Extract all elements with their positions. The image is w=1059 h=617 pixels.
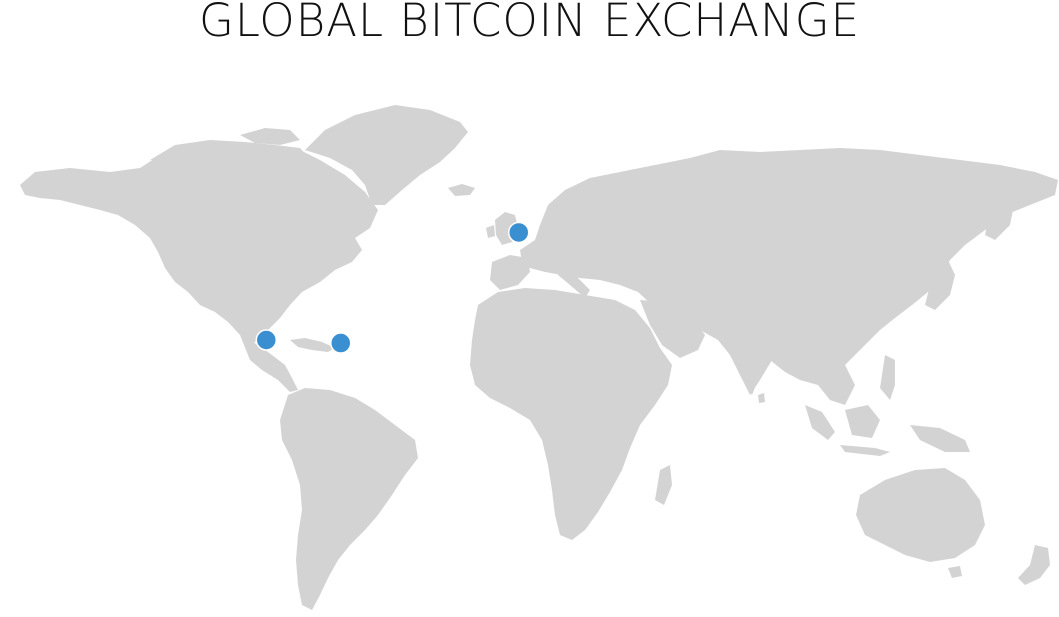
iberia: [490, 255, 530, 290]
iceland: [448, 184, 475, 196]
southeast-asia: [805, 355, 855, 405]
africa-landmass: [470, 288, 672, 540]
central-america-landmass: [240, 335, 298, 392]
java: [840, 445, 890, 456]
indian-subcontinent: [720, 318, 785, 395]
markers: [255, 221, 530, 354]
australia-landmass: [856, 468, 985, 562]
land-masses: [20, 105, 1058, 610]
arctic-islands: [150, 140, 310, 165]
sumatra: [805, 405, 835, 440]
exchange-marker[interactable]: [330, 332, 352, 354]
sri-lanka: [758, 393, 765, 403]
exchange-marker[interactable]: [255, 329, 278, 351]
exchange-marker[interactable]: [507, 221, 530, 244]
caribbean-islands: [290, 338, 335, 352]
southern-europe: [550, 262, 590, 298]
tasmania: [948, 566, 962, 578]
madagascar: [655, 465, 672, 505]
philippines: [880, 355, 895, 400]
eurasia-landmass: [520, 148, 1058, 395]
north-america-landmass: [20, 148, 378, 345]
japan: [925, 260, 955, 310]
kamchatka: [985, 190, 1015, 240]
page-title: GLOBAL BITCOIN EXCHANGE: [198, 0, 861, 47]
new-guinea: [910, 425, 970, 452]
south-america-landmass: [280, 388, 418, 610]
new-zealand: [1018, 545, 1050, 585]
borneo: [845, 405, 880, 438]
arctic-islands-2: [240, 128, 300, 145]
greenland-landmass: [305, 105, 468, 205]
ireland: [486, 225, 495, 238]
arabian-peninsula: [640, 300, 705, 358]
